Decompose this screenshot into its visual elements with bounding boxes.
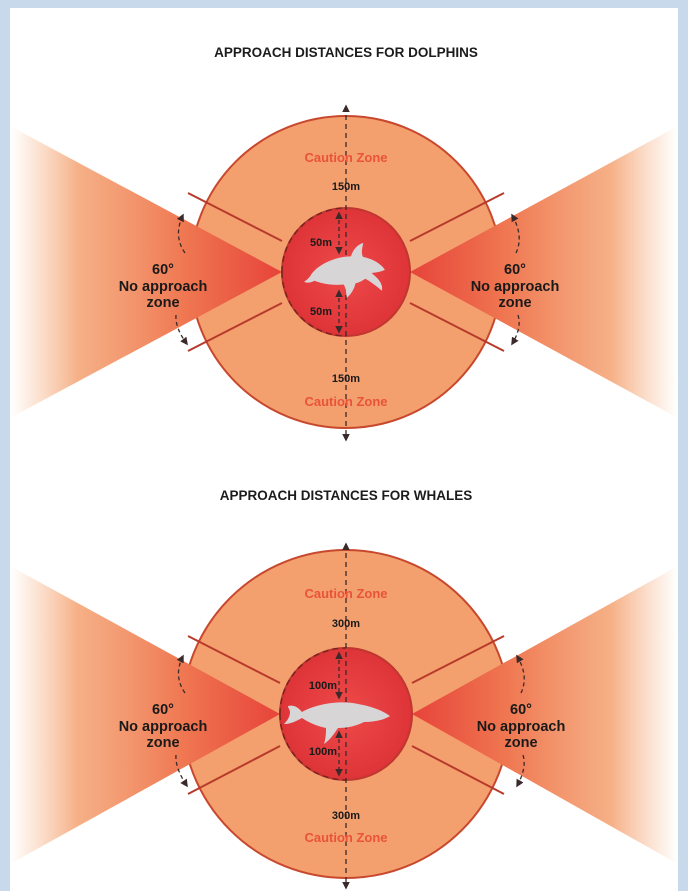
figure-page: APPROACH DISTANCES FOR DOLPHINS Caution … [10,8,678,891]
whale-right-wedge-edge-bottom [411,745,505,795]
whale-icon [284,702,390,744]
whale-left-no-approach-zone [10,566,280,864]
whale-inner-distance-top: 100m [309,680,337,692]
svg-text:60°: 60° [504,262,526,278]
svg-text:No approach: No approach [119,279,208,295]
dolphin-outer-distance-top: 150m [332,181,360,193]
dolphin-right-wedge-edge-bottom [409,302,505,352]
dolphin-right-no-approach-zone [410,126,678,418]
dolphin-left-no-approach-zone [10,126,282,418]
svg-text:zone: zone [498,295,531,311]
whale-diagram-title: APPROACH DISTANCES FOR WHALES [220,488,473,503]
whale-caution-label-top: Caution Zone [304,586,387,601]
svg-text:zone: zone [146,735,179,751]
whale-diagram: APPROACH DISTANCES FOR WHALES Caution Zo… [10,488,678,890]
angle-arrow-down [175,754,188,788]
whale-left-wedge-edge-bottom [187,745,281,795]
whale-right-wedge-edge-top [411,635,505,684]
dolphin-left-wedge-edge-bottom [187,302,283,352]
whale-outer-distance-bottom: 300m [332,810,360,822]
angle-arrow-up [176,654,186,694]
svg-text:No approach: No approach [477,719,566,735]
dolphin-right-no-approach-label: 60° No approach zone [471,213,560,346]
svg-text:60°: 60° [510,702,532,718]
svg-text:60°: 60° [152,262,174,278]
angle-arrow-down [516,754,525,788]
dolphin-inner-distance-bottom: 50m [310,306,332,318]
dolphin-left-wedge-edge-top [187,192,283,242]
svg-text:60°: 60° [152,702,174,718]
dolphin-inner-distance-top: 50m [310,237,332,249]
whale-caution-label-bottom: Caution Zone [304,830,387,845]
approach-distance-diagrams: APPROACH DISTANCES FOR DOLPHINS Caution … [10,45,678,890]
whale-right-no-approach-zone [412,566,678,864]
dolphin-icon [304,243,385,298]
whale-outer-distance-top: 300m [332,618,360,630]
svg-text:zone: zone [504,735,537,751]
dolphin-caution-label-bottom: Caution Zone [304,394,387,409]
whale-inner-distance-bottom: 100m [309,746,337,758]
angle-arrow-down [511,314,520,346]
dolphin-diagram: APPROACH DISTANCES FOR DOLPHINS Caution … [10,45,678,442]
svg-text:zone: zone [146,295,179,311]
dolphin-right-wedge-edge-top [409,192,505,242]
dolphin-outer-distance-bottom: 150m [332,373,360,385]
angle-arrow-up [511,213,520,254]
angle-arrow-up [176,213,186,254]
whale-right-no-approach-label: 60° No approach zone [477,654,566,788]
svg-text:No approach: No approach [119,719,208,735]
angle-arrow-down [175,314,188,346]
whale-left-no-approach-label: 60° No approach zone [119,654,208,788]
svg-text:No approach: No approach [471,279,560,295]
dolphin-left-no-approach-label: 60° No approach zone [119,213,208,346]
angle-arrow-up [516,654,525,694]
dolphin-diagram-title: APPROACH DISTANCES FOR DOLPHINS [214,45,478,60]
dolphin-caution-label-top: Caution Zone [304,150,387,165]
whale-left-wedge-edge-top [187,635,281,684]
